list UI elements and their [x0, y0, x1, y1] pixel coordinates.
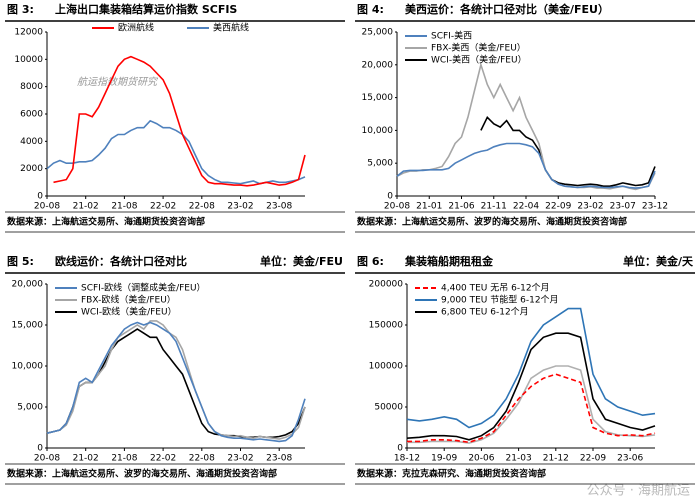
legend-label: SCFI-欧线（调整成美金/FEU）: [81, 282, 206, 294]
chart-title: 集装箱船期租租金: [404, 254, 494, 268]
y-tick-label: 6000: [20, 110, 43, 120]
legend-label: 9,000 TEU 节能型 6-12个月: [441, 294, 559, 306]
source-text: 数据来源：上海航运交易所、波罗的海交易所、海通期货投资咨询部: [7, 468, 277, 480]
y-tick-label: 10,000: [12, 362, 44, 372]
series-line: [406, 307, 656, 429]
x-tick-label: 21-02: [73, 202, 99, 212]
x-tick-label: 21-08: [111, 454, 137, 464]
figure-label: 图 4:: [357, 3, 384, 16]
y-tick-label: 200000: [369, 280, 404, 290]
chart-panel: 图 4: 美西运价：各统计口径对比（美金/FEU） 数据来源：上海航运交易所、波罗的…: [355, 2, 695, 233]
x-tick-label: 23-08: [266, 202, 292, 212]
x-tick-label: 23-02: [227, 454, 253, 464]
source-text: 数据来源：克拉克森研究、海通期货投资咨询部: [357, 468, 546, 480]
series-line: [407, 373, 656, 444]
x-tick-label: 19-09: [431, 454, 457, 464]
chart-title: 欧线运价：各统计口径对比: [55, 254, 187, 268]
y-tick-label: 20,000: [12, 280, 44, 290]
x-tick-label: 21-01: [416, 202, 442, 212]
x-tick-label: 20-06: [468, 454, 494, 464]
watermark: 公众号 · 海期航运: [587, 483, 690, 499]
y-tick-label: 10,000: [362, 126, 394, 136]
legend-label: FBX-欧线（美金/FEU）: [81, 294, 176, 306]
x-tick-label: 22-08: [189, 202, 215, 212]
y-tick-label: 8000: [20, 82, 43, 92]
legend-label: WCI-欧线（美金/FEU）: [81, 306, 177, 318]
x-tick-label: 21-03: [506, 454, 532, 464]
series-line: [46, 321, 306, 443]
series-line: [53, 55, 306, 187]
x-tick-label: 22-02: [150, 454, 176, 464]
x-tick-label: 21-12: [543, 454, 569, 464]
x-tick-label: 21-08: [111, 202, 137, 212]
x-tick-label: 23-02: [227, 202, 253, 212]
chart-panel: 图 3: 上海出口集装箱结算运价指数 SCFIS 数据来源：上海航运交易所、海通期货…: [5, 2, 345, 233]
series-line: [46, 119, 306, 185]
y-tick-label: 10000: [14, 55, 43, 65]
x-tick-label: 20-08: [384, 202, 410, 212]
y-tick-label: 150000: [369, 321, 404, 331]
legend-label: 美西航线: [213, 22, 249, 34]
chart-title: 美西运价：各统计口径对比（美金/FEU）: [405, 2, 609, 16]
y-tick-label: 0: [37, 444, 43, 454]
y-tick-label: 2000: [20, 164, 43, 174]
unit-label: 单位：美金/FEU: [260, 254, 343, 268]
x-tick-label: 21-11: [481, 202, 507, 212]
x-tick-label: 23-02: [577, 202, 603, 212]
y-tick-label: 20,000: [362, 60, 394, 70]
x-tick-label: 23-07: [610, 202, 636, 212]
series-line: [480, 115, 656, 187]
source-text: 数据来源：上海航运交易所、波罗的海交易所、海通期货投资咨询部: [357, 216, 627, 228]
x-tick-label: 21-02: [73, 454, 99, 464]
series-line: [407, 365, 656, 444]
x-tick-label: 22-09: [545, 202, 571, 212]
x-tick-label: 22-04: [513, 202, 539, 212]
x-tick-label: 18-12: [394, 454, 420, 464]
unit-label: 单位：美金/天: [623, 254, 694, 268]
series-line: [406, 332, 656, 441]
series-line: [396, 61, 656, 191]
figure-label: 图 6:: [357, 255, 384, 268]
y-tick-label: 5,000: [367, 159, 393, 169]
chart-panel: 图 5: 欧线运价：各统计口径对比 单位：美金/FEU 数据来源：上海航运交易所、波罗…: [5, 254, 345, 485]
figure-label: 图 5:: [7, 255, 34, 268]
y-tick-label: 15,000: [12, 321, 44, 331]
chart-title: 上海出口集装箱结算运价指数 SCFIS: [55, 2, 237, 16]
y-tick-label: 5,000: [17, 403, 43, 413]
y-tick-label: 12000: [14, 28, 43, 38]
x-tick-label: 21-06: [448, 202, 474, 212]
x-tick-label: 23-08: [266, 454, 292, 464]
y-tick-label: 25,000: [362, 28, 394, 38]
chart-panel: 图 6: 集装箱船期租租金 单位：美金/天数据来源：克拉克森研究、海通期货投资咨询部…: [355, 254, 695, 485]
legend-label: 6,800 TEU 6-12个月: [441, 307, 529, 318]
x-tick-label: 20-08: [34, 454, 60, 464]
y-tick-label: 0: [397, 444, 403, 454]
x-tick-label: 20-08: [34, 202, 60, 212]
x-tick-label: 22-08: [189, 454, 215, 464]
x-tick-label: 23-06: [617, 454, 643, 464]
legend-label: SCFI-美西: [431, 30, 472, 42]
y-tick-label: 15,000: [362, 93, 394, 103]
series-line: [46, 320, 306, 440]
series-line: [396, 142, 656, 189]
x-tick-label: 22-02: [150, 202, 176, 212]
legend-label: FBX-美西（美金/FEU）: [431, 42, 526, 54]
y-tick-label: 100000: [369, 362, 404, 372]
legend-label: 4,400 TEU 无吊 6-12个月: [441, 283, 550, 294]
legend-label: 欧洲航线: [118, 22, 154, 34]
y-tick-label: 0: [37, 192, 43, 202]
y-tick-label: 50000: [374, 403, 403, 413]
y-tick-label: 0: [387, 192, 393, 202]
y-tick-label: 4000: [20, 137, 43, 147]
x-tick-label: 22-09: [580, 454, 606, 464]
annotation: 航运指数期货研究: [77, 76, 159, 88]
legend-label: WCI-美西（美金/FEU）: [431, 54, 527, 66]
x-tick-label: 23-12: [642, 202, 668, 212]
source-text: 数据来源：上海航运交易所、海通期货投资咨询部: [7, 216, 205, 228]
figure-label: 图 3:: [7, 3, 34, 16]
